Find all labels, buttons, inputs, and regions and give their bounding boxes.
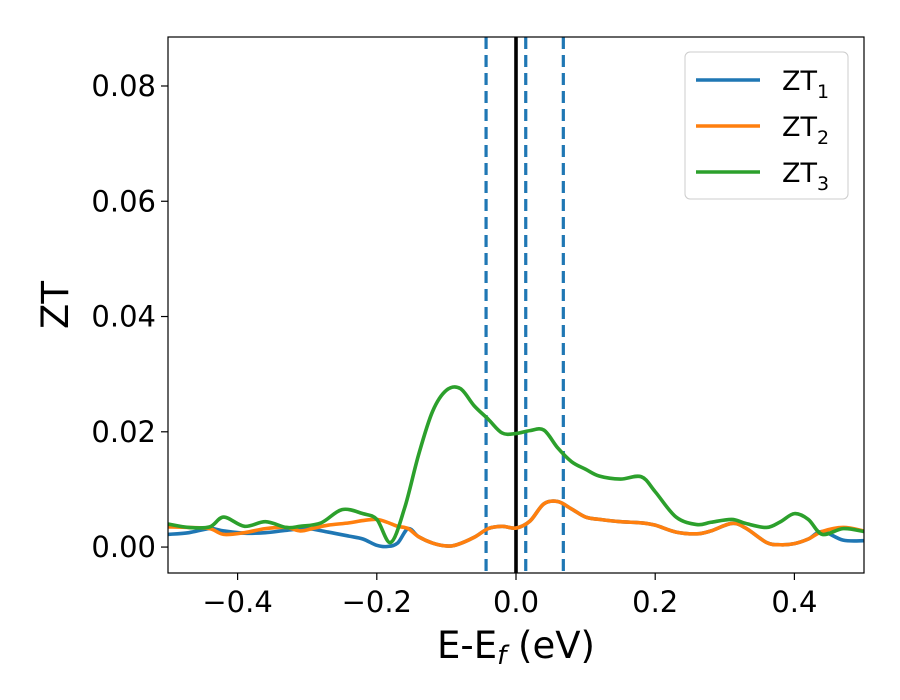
x-tick-label: 0.4 bbox=[771, 585, 817, 619]
y-tick-label: 0.00 bbox=[91, 530, 156, 564]
x-tick-label: −0.4 bbox=[202, 585, 272, 619]
legend-label-zt2: ZT2 bbox=[782, 112, 829, 149]
legend-box bbox=[684, 51, 849, 200]
x-axis-title: E-Ef (eV) bbox=[437, 624, 595, 671]
y-axis-title: ZT bbox=[34, 281, 77, 329]
series-lines bbox=[168, 385, 864, 549]
y-axis: 0.00 0.02 0.04 0.06 0.08 bbox=[91, 69, 168, 564]
legend-label-zt1: ZT1 bbox=[782, 66, 829, 103]
x-tick-label: 0.0 bbox=[493, 585, 539, 619]
x-axis: −0.4 −0.2 0.0 0.2 0.4 bbox=[202, 573, 817, 619]
y-tick-label: 0.04 bbox=[91, 300, 156, 334]
y-tick-label: 0.08 bbox=[91, 69, 156, 103]
y-tick-label: 0.02 bbox=[91, 415, 156, 449]
x-tick-label: −0.2 bbox=[342, 585, 412, 619]
legend: ZT1 ZT2 ZT3 bbox=[684, 51, 849, 200]
y-tick-label: 0.06 bbox=[91, 184, 156, 218]
vertical-lines bbox=[484, 37, 565, 573]
series-line-zt3 bbox=[168, 385, 864, 545]
legend-label-zt3: ZT3 bbox=[782, 158, 829, 195]
x-tick-label: 0.2 bbox=[632, 585, 678, 619]
series-line-zt2 bbox=[168, 499, 864, 548]
